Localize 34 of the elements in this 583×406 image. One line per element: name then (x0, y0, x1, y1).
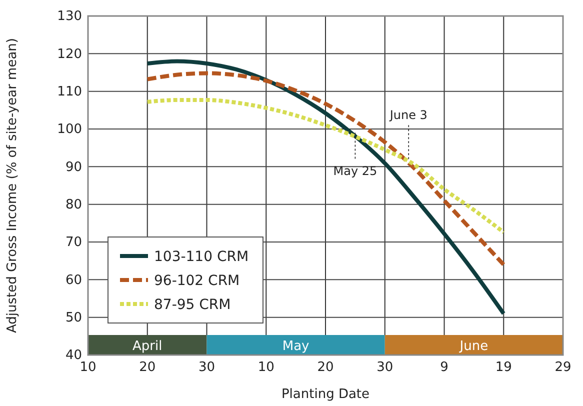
band-label: May (282, 339, 310, 354)
x-tick-label: 30 (198, 360, 216, 376)
y-tick-label: 70 (65, 235, 82, 250)
x-tick-label: 20 (317, 360, 334, 376)
x-axis-title: Planting Date (281, 387, 370, 402)
x-tick-label: 19 (495, 360, 512, 376)
line-series (145, 71, 506, 267)
y-tick-label: 50 (65, 310, 82, 326)
x-tick-label: 29 (554, 360, 572, 376)
y-tick-label: 80 (65, 197, 82, 212)
y-axis-title: Adjusted Gross Income (% of site-year mean) (5, 38, 20, 333)
annotation: June 3 (388, 108, 428, 122)
callout: June 3 (390, 108, 428, 160)
line-series (145, 98, 506, 234)
y-tick-label: 90 (65, 160, 82, 175)
band-label: April (132, 339, 162, 354)
line-series (145, 59, 506, 316)
y-tick-label: 120 (57, 46, 82, 62)
legend-label: 103-110 CRM (154, 249, 249, 265)
y-tick-label: 100 (57, 122, 82, 138)
x-tick-label: 10 (80, 360, 96, 376)
legend-label: 96-102 CRM (154, 273, 240, 289)
y-tick-label: 40 (65, 348, 82, 364)
y-tick-label: 130 (57, 9, 82, 24)
y-tick-label: 60 (65, 272, 82, 288)
y-tick-label: 110 (57, 84, 82, 100)
x-tick-label: 20 (139, 360, 156, 376)
callout: May 25 (333, 132, 378, 178)
annotation: May 25 (333, 164, 378, 178)
band-label: June (458, 339, 488, 354)
legend-label: 87-95 CRM (154, 297, 231, 313)
x-tick-label: 30 (376, 360, 394, 376)
x-tick-label: 9 (440, 360, 448, 376)
x-tick-label: 10 (258, 360, 274, 376)
